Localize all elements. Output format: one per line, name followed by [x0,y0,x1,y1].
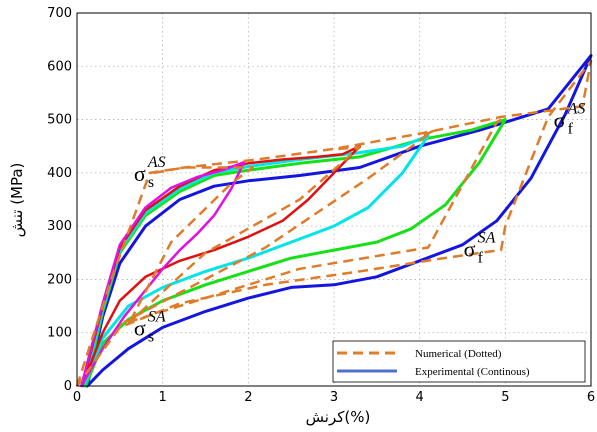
sigma-superscript: SA [478,230,496,247]
sigma-superscript: AS [567,101,586,118]
sigma-symbol: σ [134,161,146,186]
x-tick-label: 2 [244,390,252,405]
legend-label-experimental: Experimental (Continous) [415,366,530,378]
experimental-curve-0 [85,54,593,388]
sigma-symbol: σ [554,108,566,133]
y-tick-label: 400 [47,166,72,181]
x-tick-label: 0 [73,390,81,405]
legend-label-numerical: Numerical (Dotted) [415,348,502,360]
legend-box [332,340,586,383]
legend: Numerical (Dotted) Experimental (Contino… [332,340,586,383]
y-tick-label: 500 [47,113,72,128]
annotation-sigma-s-sa: σ s SA [134,308,166,345]
annotation-sigma-f-sa: σ f SA [464,230,496,267]
annotation-sigma-f-as: σ f AS [554,101,586,138]
sigma-symbol: σ [134,315,146,340]
y-tick-label: 300 [47,219,72,234]
sigma-subscript: s [148,174,154,191]
numerical-curve-5 [75,59,593,387]
y-tick-label: 100 [47,326,72,341]
sigma-symbol: σ [464,237,476,262]
y-axis-title: تنش (MPa) [8,163,26,238]
x-tick-label: 1 [159,390,167,405]
x-axis-title: کرنش(%) [306,408,371,426]
experimental-curve-1 [84,118,507,388]
y-tick-label: 600 [47,59,72,74]
plot-frame [76,12,592,387]
sigma-subscript: f [568,121,574,138]
y-tick-label: 0 [64,379,72,394]
sigma-superscript: SA [148,308,166,325]
sigma-subscript: f [478,250,484,267]
numerical-curve-9 [119,118,502,326]
experimental-curve-4 [80,160,246,388]
axis-ticks: 0 1 2 3 4 5 6 0 100 200 300 400 500 600 700 [47,6,595,405]
x-tick-label: 3 [330,390,338,405]
sigma-subscript: s [148,328,154,345]
numerical-curve-8 [123,130,434,324]
series-group [75,54,593,388]
y-tick-label: 200 [47,272,72,287]
x-tick-label: 4 [416,390,424,405]
x-tick-label: 6 [587,390,595,405]
y-tick-label: 700 [47,6,72,21]
sigma-superscript: AS [147,154,166,171]
experimental-curve-2 [82,134,430,388]
x-tick-label: 5 [501,390,509,405]
numerical-curve-7 [127,146,361,325]
numerical-curve-6 [127,166,254,326]
annotation-sigma-s-as: σ s AS [134,154,166,191]
